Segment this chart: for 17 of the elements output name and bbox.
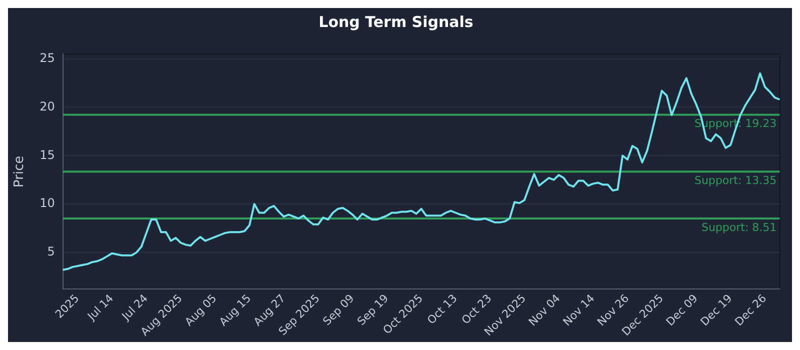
x-tick-label: Jul 24 <box>118 292 150 324</box>
y-tick-label: 25 <box>40 50 55 65</box>
x-tick-label: Sep 09 <box>320 292 357 328</box>
x-tick-label: Jul 14 <box>84 292 116 324</box>
y-tick-label: 20 <box>40 99 55 114</box>
x-tick-label: Dec 19 <box>698 292 735 328</box>
y-axis-title: Price <box>12 156 28 188</box>
x-tick-label: Dec 09 <box>664 292 700 328</box>
y-tick-label: 5 <box>47 244 55 259</box>
ref-line-label: Support: 8.51 <box>701 220 777 234</box>
y-tick-label: 10 <box>40 196 55 210</box>
ref-line-label: Support: 13.35 <box>694 174 777 187</box>
y-tick-label: 15 <box>40 148 55 162</box>
chart-title: Long Term Signals <box>318 12 474 31</box>
x-tick-label: Dec 26 <box>732 292 770 328</box>
x-tick-label: Nov 04 <box>526 292 563 329</box>
x-tick-label: Oct 13 <box>424 292 460 327</box>
